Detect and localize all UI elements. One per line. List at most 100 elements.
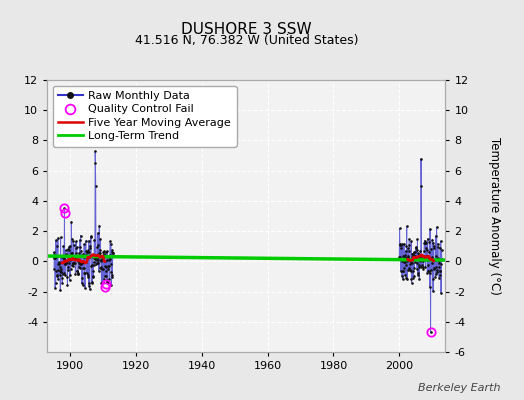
Point bbox=[56, 287, 64, 294]
Point bbox=[410, 249, 418, 255]
Point bbox=[53, 272, 61, 278]
Point bbox=[57, 265, 66, 272]
Point bbox=[396, 242, 404, 248]
Point bbox=[56, 268, 64, 274]
Point bbox=[54, 261, 62, 267]
Point bbox=[52, 268, 60, 274]
Point bbox=[104, 280, 112, 286]
Point bbox=[428, 236, 436, 243]
Point bbox=[425, 249, 433, 255]
Point bbox=[431, 252, 440, 259]
Point bbox=[94, 230, 102, 236]
Point bbox=[416, 248, 424, 254]
Point bbox=[63, 282, 72, 288]
Point bbox=[405, 248, 413, 254]
Point bbox=[437, 261, 445, 267]
Point bbox=[98, 265, 106, 272]
Point bbox=[54, 259, 63, 266]
Point bbox=[64, 247, 73, 253]
Point bbox=[91, 255, 99, 262]
Point bbox=[94, 260, 103, 266]
Point bbox=[68, 250, 77, 256]
Point bbox=[438, 246, 446, 253]
Point bbox=[404, 267, 412, 273]
Point bbox=[90, 237, 99, 243]
Point bbox=[423, 270, 431, 276]
Point bbox=[410, 265, 419, 271]
Point bbox=[429, 255, 437, 262]
Point bbox=[51, 254, 60, 261]
Point bbox=[83, 248, 91, 255]
Point bbox=[103, 248, 111, 254]
Point bbox=[70, 242, 78, 248]
Point bbox=[72, 238, 80, 244]
Point bbox=[89, 273, 97, 280]
Point bbox=[91, 148, 100, 154]
Point bbox=[432, 232, 440, 239]
Point bbox=[436, 238, 445, 244]
Point bbox=[73, 271, 82, 277]
Point bbox=[80, 270, 89, 276]
Point bbox=[77, 232, 85, 239]
Point bbox=[421, 240, 429, 247]
Point bbox=[74, 271, 82, 277]
Point bbox=[60, 254, 68, 261]
Point bbox=[81, 284, 89, 291]
Point bbox=[101, 273, 109, 280]
Point bbox=[433, 241, 442, 247]
Point bbox=[97, 256, 106, 263]
Point bbox=[79, 282, 87, 288]
Point bbox=[422, 257, 431, 264]
Point bbox=[89, 268, 97, 274]
Point bbox=[67, 250, 75, 256]
Point bbox=[51, 285, 59, 291]
Point bbox=[86, 242, 94, 249]
Point bbox=[413, 266, 421, 272]
Point bbox=[74, 258, 83, 264]
Point bbox=[405, 265, 413, 271]
Point bbox=[59, 256, 68, 262]
Point bbox=[104, 266, 113, 272]
Point bbox=[64, 267, 72, 273]
Text: 41.516 N, 76.382 W (United States): 41.516 N, 76.382 W (United States) bbox=[135, 34, 358, 47]
Point bbox=[67, 218, 75, 225]
Point bbox=[434, 255, 442, 262]
Point bbox=[64, 252, 73, 259]
Point bbox=[435, 274, 443, 281]
Point bbox=[59, 259, 67, 265]
Point bbox=[105, 256, 114, 262]
Point bbox=[403, 276, 411, 282]
Point bbox=[407, 267, 415, 274]
Point bbox=[432, 264, 440, 270]
Point bbox=[99, 278, 107, 285]
Point bbox=[108, 250, 117, 256]
Point bbox=[79, 259, 87, 266]
Point bbox=[408, 280, 416, 286]
Point bbox=[71, 250, 80, 256]
Point bbox=[108, 274, 116, 280]
Point bbox=[82, 252, 91, 258]
Point bbox=[407, 276, 416, 282]
Point bbox=[423, 246, 431, 253]
Point bbox=[416, 258, 424, 264]
Point bbox=[107, 268, 115, 275]
Point bbox=[438, 256, 446, 262]
Point bbox=[105, 257, 113, 264]
Point bbox=[411, 253, 419, 260]
Point bbox=[77, 261, 85, 268]
Point bbox=[50, 249, 58, 256]
Point bbox=[406, 260, 414, 267]
Point bbox=[420, 256, 428, 262]
Point bbox=[411, 259, 419, 265]
Point bbox=[74, 260, 83, 266]
Point bbox=[95, 264, 104, 271]
Point bbox=[93, 256, 102, 263]
Point bbox=[413, 272, 422, 278]
Point bbox=[69, 260, 77, 266]
Point bbox=[427, 329, 435, 336]
Point bbox=[99, 254, 107, 260]
Point bbox=[432, 270, 441, 277]
Point bbox=[396, 254, 405, 260]
Point bbox=[408, 250, 417, 257]
Point bbox=[81, 270, 89, 276]
